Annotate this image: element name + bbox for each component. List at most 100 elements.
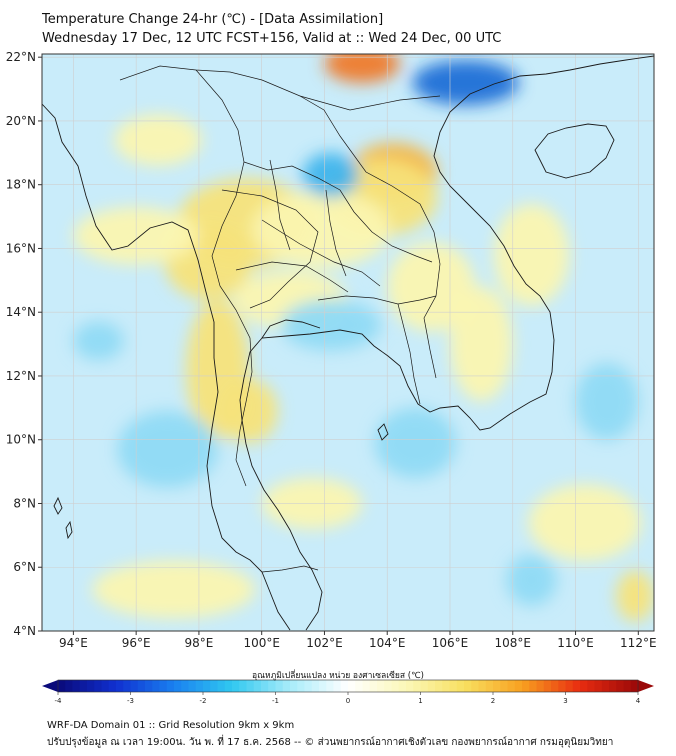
colorbar-segment: [427, 680, 436, 692]
colorbar-segment: [398, 680, 407, 692]
colorbar-segment: [406, 680, 414, 692]
colorbar-segment: [123, 680, 131, 692]
colorbar-segment: [478, 680, 487, 692]
colorbar-tick-label: -3: [127, 697, 134, 705]
colorbar-segment: [217, 680, 226, 692]
colorbar-segment: [79, 680, 88, 692]
colorbar-segment: [522, 680, 530, 692]
colorbar-segment: [253, 680, 262, 692]
latitude-labels: 22°N 20°N 18°N 16°N 14°N 12°N 10°N 8°N 6°N 4°N: [6, 50, 36, 638]
colorbar-segment: [587, 680, 595, 692]
colorbar: [42, 679, 654, 693]
lon-label: 108°E: [495, 636, 532, 650]
coastlines: [42, 55, 654, 631]
colorbar-low-arrow: [42, 680, 58, 692]
colorbar-segment: [166, 680, 175, 692]
coastline-peninsula-east: [239, 55, 654, 631]
colorbar-segment: [94, 680, 102, 692]
anomaly-region: [616, 570, 654, 622]
colorbar-segment: [442, 680, 450, 692]
lat-label: 20°N: [6, 114, 36, 128]
anomaly-region: [114, 114, 203, 166]
colorbar-segment: [340, 680, 349, 692]
colorbar-segment: [159, 680, 168, 692]
colorbar-segment: [507, 680, 516, 692]
colorbar-segment: [572, 680, 581, 692]
colorbar-segment: [290, 680, 298, 692]
anomaly-region: [450, 286, 513, 402]
colorbar-segment: [188, 680, 197, 692]
colorbar-segment: [355, 680, 363, 692]
lon-label: 100°E: [243, 636, 280, 650]
colorbar-tick-label: 1: [418, 697, 422, 705]
lat-label: 22°N: [6, 50, 36, 64]
colorbar-segment: [514, 680, 523, 692]
gulf-coast: [261, 319, 321, 339]
colorbar-segment: [297, 680, 305, 692]
colorbar-segment: [268, 680, 276, 692]
colorbar-segment: [616, 680, 624, 692]
colorbar-segment: [311, 680, 320, 692]
colorbar-segment: [609, 680, 617, 692]
colorbar-segment: [304, 680, 313, 692]
anomaly-region: [374, 407, 457, 478]
colorbar-tick-label: 2: [491, 697, 495, 705]
colorbar-segment: [210, 680, 218, 692]
island-phuquoc: [377, 423, 389, 441]
colorbar-segment: [239, 680, 247, 692]
colorbar-segment: [137, 680, 146, 692]
colorbar-segment: [282, 680, 291, 692]
colorbar-segment: [456, 680, 465, 692]
colorbar-segment: [348, 680, 356, 692]
provinces-e: [325, 189, 347, 277]
colorbar-segment: [65, 680, 73, 692]
lat-label: 12°N: [6, 369, 36, 383]
colorbar-segment: [493, 680, 501, 692]
colorbar-segment: [275, 680, 284, 692]
anomaly-region: [117, 411, 218, 488]
colorbar-segment: [384, 680, 392, 692]
border-cambodia-vietnam: [397, 303, 421, 405]
border-thai-cambodia: [317, 295, 437, 305]
colorbar-segment: [181, 680, 189, 692]
colorbar-title: อุณหภูมิเปลี่ยนแปลง หน่วย องศาเซลเซียส (…: [252, 671, 424, 681]
anomaly-region: [387, 242, 476, 332]
lat-label: 8°N: [13, 496, 36, 510]
colorbar-segment: [565, 680, 574, 692]
island-hainan: [534, 123, 615, 179]
colorbar-segment: [580, 680, 588, 692]
colorbar-segment: [630, 680, 639, 692]
anomaly-region: [324, 54, 400, 83]
colorbar-segment: [203, 680, 211, 692]
country-borders: [119, 65, 441, 573]
map-title: Temperature Change 24-hr (℃) - [Data Ass…: [42, 12, 384, 27]
colorbar-segment: [108, 680, 117, 692]
colorbar-segment: [58, 680, 66, 692]
anomaly-region: [220, 379, 278, 443]
colorbar-segment: [261, 680, 269, 692]
colorbar-segment: [326, 680, 334, 692]
longitude-labels: 94°E 96°E 98°E 100°E 102°E 104°E 106°E 108°E 110…: [59, 636, 657, 650]
anomaly-region: [73, 321, 124, 361]
colorbar-segment: [152, 680, 160, 692]
anomaly-region: [506, 554, 557, 606]
lon-label: 96°E: [122, 636, 151, 650]
footer-credit: ปรับปรุงข้อมูล ณ เวลา 19:00น. วัน พ. ที่…: [47, 737, 614, 748]
lat-label: 14°N: [6, 305, 36, 319]
lon-label: 94°E: [59, 636, 88, 650]
anomaly-region: [302, 152, 359, 198]
provinces-d: [269, 159, 291, 251]
anomaly-region: [280, 299, 381, 351]
provinces-a: [221, 189, 319, 309]
lon-label: 98°E: [184, 636, 213, 650]
colorbar-segment: [232, 680, 240, 692]
lon-label: 110°E: [557, 636, 594, 650]
lon-label: 104°E: [369, 636, 406, 650]
colorbar-segment: [116, 680, 124, 692]
lat-label: 16°N: [6, 241, 36, 255]
footer-model-info: WRF-DA Domain 01 :: Grid Resolution 9km …: [47, 720, 295, 731]
lon-label: 102°E: [306, 636, 343, 650]
border-china: [119, 65, 441, 111]
colorbar-segment: [319, 680, 327, 692]
